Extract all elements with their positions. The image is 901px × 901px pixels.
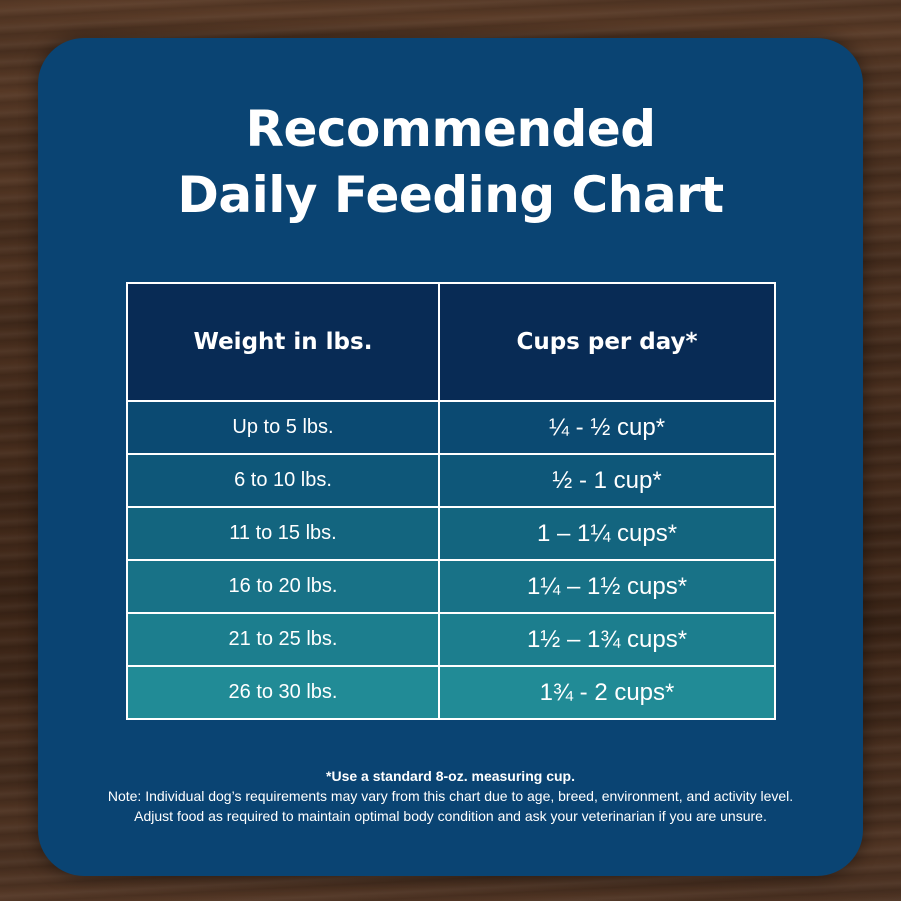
footnote-note: Note: Individual dog’s requirements may … [107,788,794,804]
feeding-table: Weight in lbs. Cups per day* Up to 5 lbs… [126,282,776,720]
weight-cell: 6 to 10 lbs. [126,453,440,508]
cups-cell: ½ - 1 cup* [438,453,776,508]
title-line-2: Daily Feeding Chart [177,166,724,224]
header-cups: Cups per day* [438,282,776,402]
table-row: Up to 5 lbs. ¼ - ½ cup* [126,400,776,455]
weight-cell: 11 to 15 lbs. [126,506,440,561]
weight-cell: 16 to 20 lbs. [126,559,440,614]
table-header-row: Weight in lbs. Cups per day* [126,282,776,402]
page-title: Recommended Daily Feeding Chart [38,96,863,228]
footnote: *Use a standard 8-oz. measuring cup. Not… [38,766,863,826]
footnote-advice: Adjust food as required to maintain opti… [134,808,767,824]
cups-cell: 1½ – 1¾ cups* [438,612,776,667]
table-row: 6 to 10 lbs. ½ - 1 cup* [126,453,776,508]
table-row: 21 to 25 lbs. 1½ – 1¾ cups* [126,612,776,667]
cups-cell: 1¼ – 1½ cups* [438,559,776,614]
cups-cell: 1 – 1¼ cups* [438,506,776,561]
feeding-chart-card: Recommended Daily Feeding Chart Weight i… [38,38,863,876]
cups-cell: 1¾ - 2 cups* [438,665,776,720]
table-row: 16 to 20 lbs. 1¼ – 1½ cups* [126,559,776,614]
weight-cell: 26 to 30 lbs. [126,665,440,720]
weight-cell: Up to 5 lbs. [126,400,440,455]
table-row: 26 to 30 lbs. 1¾ - 2 cups* [126,665,776,720]
table-row: 11 to 15 lbs. 1 – 1¼ cups* [126,506,776,561]
weight-cell: 21 to 25 lbs. [126,612,440,667]
title-line-1: Recommended [245,100,656,158]
cups-cell: ¼ - ½ cup* [438,400,776,455]
footnote-measuring-cup: *Use a standard 8-oz. measuring cup. [326,768,575,784]
header-weight: Weight in lbs. [126,282,440,402]
